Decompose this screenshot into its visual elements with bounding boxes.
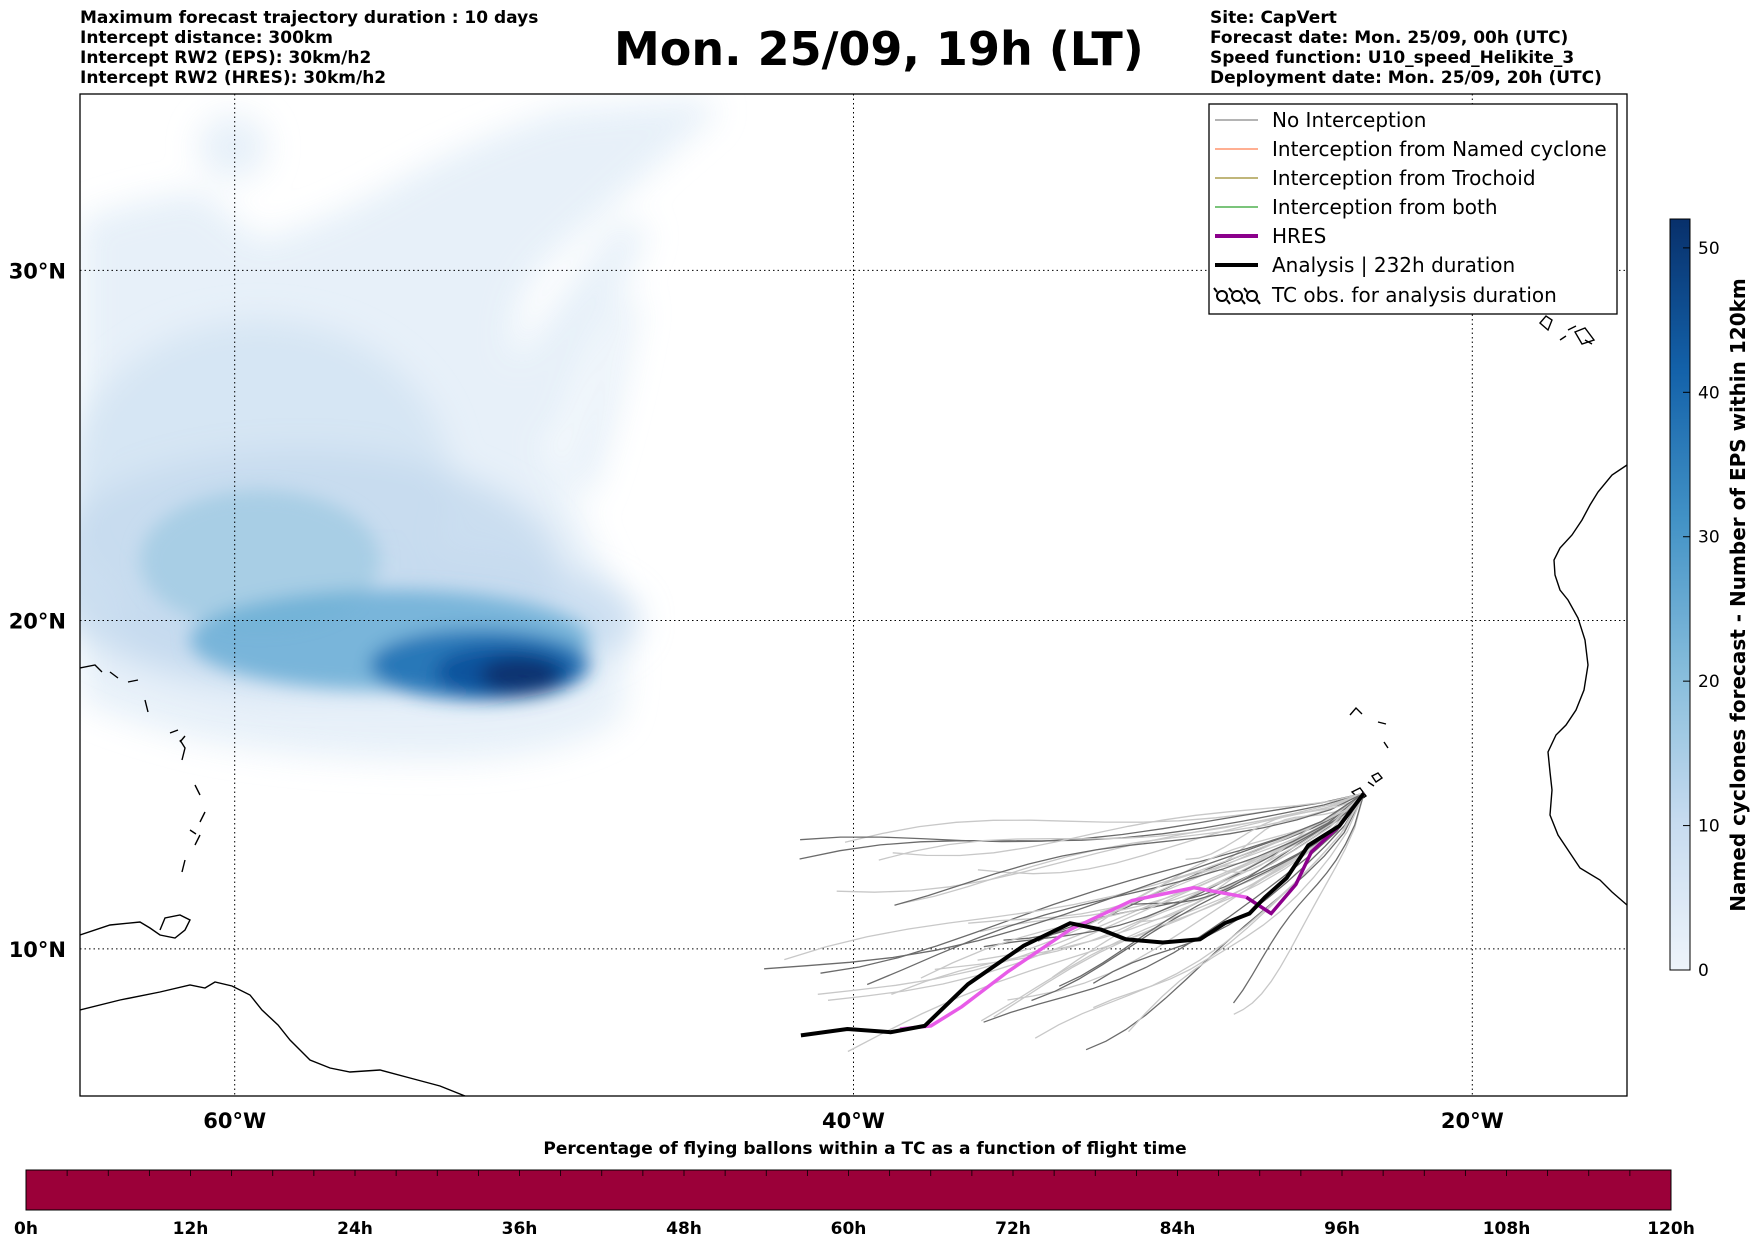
puerto-rico-islands [80, 664, 186, 743]
ensemble-trajectory [1092, 792, 1365, 984]
param-distance: Intercept distance: 300km [80, 28, 333, 48]
colorbar-gradient [1669, 218, 1691, 971]
run-parameters: Maximum forecast trajectory duration : 1… [80, 8, 538, 88]
colorbar-label: Named cyclones forecast - Number of EPS … [1726, 278, 1750, 912]
density-colorbar: 0 10 20 30 40 50 Named cyclones forecast… [1669, 218, 1750, 981]
ensemble-trajectories [764, 792, 1365, 1053]
legend-item-analysis: Analysis | 232h duration [1215, 253, 1515, 277]
legend-item-tc-obs: TC obs. for analysis duration [1213, 283, 1557, 307]
cyclone-density-field [80, 98, 720, 760]
flight-time-label: 108h [1483, 1219, 1531, 1239]
map-panel [80, 94, 1627, 1096]
ensemble-trajectory [1130, 792, 1365, 906]
hres-trajectory [899, 885, 1273, 1031]
ensemble-trajectory [1233, 793, 1365, 1015]
flight-time-label: 84h [1160, 1219, 1196, 1239]
lon-label-40w: 40°W [822, 1109, 885, 1133]
flight-time-bar-title: Percentage of flying ballons within a TC… [543, 1139, 1186, 1159]
colorbar-tick-10: 10 [1698, 817, 1720, 837]
ensemble-trajectory [1034, 792, 1365, 1039]
ensemble-trajectory [983, 792, 1365, 1023]
ensemble-trajectory [891, 792, 1365, 996]
canary-islands [1539, 315, 1596, 345]
ensemble-trajectory [901, 792, 1365, 905]
legend-item-both: Interception from both [1215, 195, 1498, 219]
svg-text:TC obs. for analysis duration: TC obs. for analysis duration [1271, 283, 1557, 307]
lon-label-60w: 60°W [203, 1109, 266, 1133]
flight-time-label: 120h [1647, 1219, 1695, 1239]
lesser-antilles [179, 739, 206, 873]
flight-time-bar-minor-ticks [25, 1170, 1672, 1176]
legend-item-named-cyclone: Interception from Named cyclone [1215, 137, 1607, 161]
flight-time-label: 24h [337, 1219, 373, 1239]
svg-text:Interception from Trochoid: Interception from Trochoid [1272, 166, 1536, 190]
legend-item-hres: HRES [1215, 224, 1326, 248]
flight-time-bar-fill [25, 1169, 1672, 1211]
africa-coast [1547, 464, 1627, 906]
svg-text:Analysis | 232h duration: Analysis | 232h duration [1272, 253, 1515, 277]
colorbar-tick-20: 20 [1698, 672, 1720, 692]
svg-text:Interception from both: Interception from both [1272, 195, 1498, 219]
south-america-coast [80, 981, 466, 1096]
lat-label-10n: 10°N [9, 938, 66, 962]
info-site: Site: CapVert [1210, 8, 1337, 28]
ensemble-trajectory [894, 792, 1365, 906]
ensemble-trajectory [892, 792, 1365, 857]
svg-text:Interception from Named cyclon: Interception from Named cyclone [1272, 137, 1607, 161]
venezuela-coast [80, 914, 191, 939]
param-rw2-hres: Intercept RW2 (HRES): 30km/h2 [80, 68, 387, 88]
colorbar-ticks [1683, 247, 1690, 971]
flight-time-label: 96h [1324, 1219, 1360, 1239]
param-duration: Maximum forecast trajectory duration : 1… [80, 8, 539, 28]
colorbar-tick-30: 30 [1698, 528, 1720, 548]
plot-title: Mon. 25/09, 19h (LT) [614, 22, 1144, 76]
ensemble-trajectory [983, 792, 1365, 948]
ensemble-trajectory [799, 792, 1365, 860]
info-forecast-date: Forecast date: Mon. 25/09, 00h (UTC) [1210, 28, 1569, 48]
coastlines [80, 315, 1627, 1096]
flight-time-bar: Percentage of flying ballons within a TC… [14, 1139, 1695, 1239]
legend-item-no-interception: No Interception [1215, 108, 1426, 132]
flight-time-label: 12h [173, 1219, 209, 1239]
ensemble-trajectory [764, 792, 1365, 970]
info-deployment-date: Deployment date: Mon. 25/09, 20h (UTC) [1210, 68, 1602, 88]
svg-text:No Interception: No Interception [1272, 108, 1426, 132]
flight-time-label: 60h [831, 1219, 867, 1239]
param-rw2-eps: Intercept RW2 (EPS): 30km/h2 [80, 48, 372, 68]
cape-verde-islands [1349, 706, 1389, 801]
flight-time-label: 36h [502, 1219, 538, 1239]
ensemble-trajectory [1185, 792, 1365, 861]
ensemble-trajectory [844, 792, 1365, 843]
lat-label-20n: 20°N [9, 609, 66, 633]
colorbar-tick-40: 40 [1698, 383, 1720, 403]
ensemble-trajectory [847, 792, 1365, 1053]
colorbar-tick-50: 50 [1698, 239, 1720, 259]
map-legend: No Interception Interception from Named … [1208, 103, 1618, 315]
flight-time-label: 0h [14, 1219, 38, 1239]
svg-text:HRES: HRES [1272, 224, 1326, 248]
ensemble-trajectory [1128, 792, 1365, 1033]
colorbar-tick-0: 0 [1698, 961, 1709, 981]
info-speed-function: Speed function: U10_speed_Helikite_3 [1210, 48, 1575, 68]
lon-label-20w: 20°W [1441, 1109, 1504, 1133]
ensemble-trajectory [878, 792, 1365, 861]
ensemble-trajectory [784, 792, 1365, 961]
legend-item-trochoid: Interception from Trochoid [1215, 166, 1536, 190]
legend-box [1208, 103, 1618, 315]
flight-time-label: 72h [995, 1219, 1031, 1239]
ensemble-trajectory [1232, 793, 1365, 1004]
run-info: Site: CapVert Forecast date: Mon. 25/09,… [1210, 8, 1602, 88]
flight-time-bar-labels: 0h 12h 24h 36h 48h 60h 72h 84h 96h 108h 120h [14, 1219, 1695, 1239]
map-frame [79, 93, 1628, 1097]
analysis-trajectory [800, 791, 1366, 1038]
cyclone-symbols-icon [1213, 287, 1261, 305]
flight-time-label: 48h [666, 1219, 702, 1239]
lat-label-30n: 30°N [9, 259, 66, 283]
ensemble-trajectory [920, 792, 1365, 979]
